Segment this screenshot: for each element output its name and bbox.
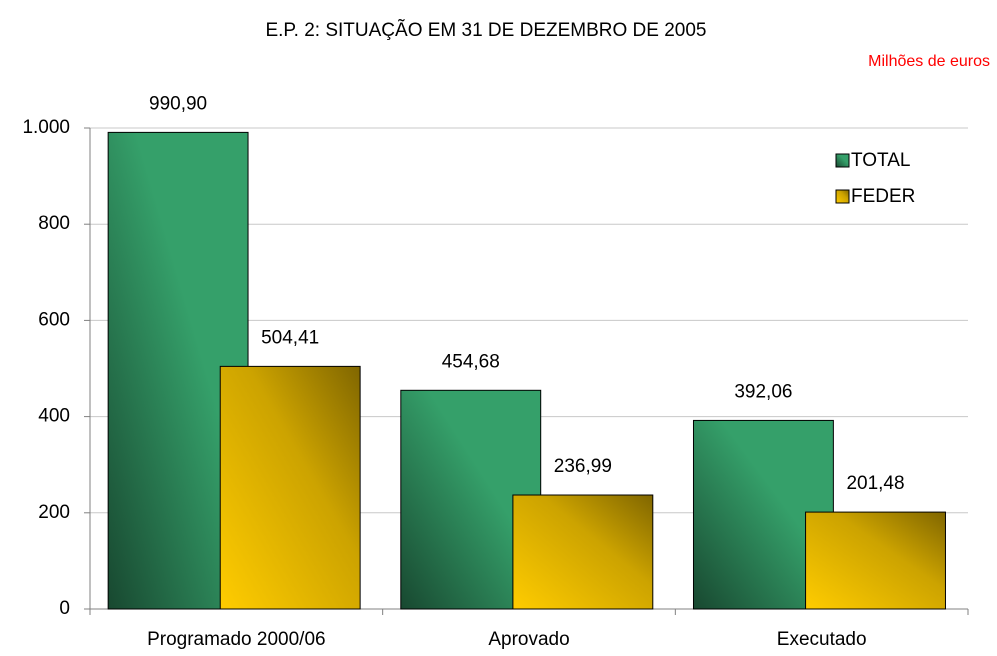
x-tick-label: Programado 2000/06 [147,629,326,650]
bar [512,494,654,610]
x-tick-label: Executado [777,629,867,650]
y-tick-label: 200 [38,502,70,523]
x-tick-label: Aprovado [488,629,569,650]
value-label: 990,90 [149,93,207,114]
y-tick-label: 600 [38,309,70,330]
value-label: 392,06 [734,381,792,402]
legend-swatch [835,189,850,204]
value-label: 504,41 [261,327,319,348]
y-tick-label: 0 [59,598,70,619]
value-label: 201,48 [846,473,904,494]
value-label: 454,68 [442,351,500,372]
legend-swatch [835,153,850,168]
bar [805,511,946,610]
legend-label: TOTAL [851,150,910,171]
value-label: 236,99 [554,456,612,477]
y-tick-label: 1.000 [22,117,70,138]
legend-label: FEDER [851,186,915,207]
y-tick-label: 400 [38,406,70,427]
y-tick-label: 800 [38,213,70,234]
chart-title: E.P. 2: SITUAÇÃO EM 31 DE DEZEMBRO DE 20… [265,19,706,41]
bar [219,365,361,610]
chart-subtitle: Milhões de euros [868,53,990,70]
